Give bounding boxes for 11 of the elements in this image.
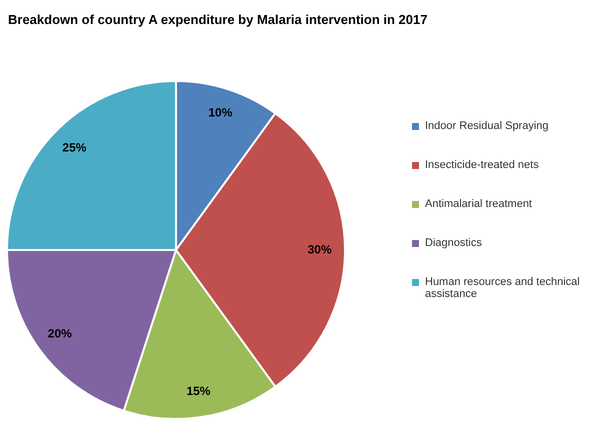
legend-label: Insecticide-treated nets xyxy=(425,159,539,171)
legend-label: Diagnostics xyxy=(425,237,482,249)
data-label: 10% xyxy=(208,106,233,120)
legend-label: Indoor Residual Spraying xyxy=(425,120,549,132)
data-label: 15% xyxy=(186,384,211,398)
data-label: 25% xyxy=(62,140,87,155)
legend-label: Human resources and technical assistance xyxy=(425,276,581,300)
data-label: 20% xyxy=(48,326,72,341)
data-label: 30% xyxy=(308,242,332,256)
chart-title: Breakdown of country A expenditure by Malaria intervention in 2017 xyxy=(8,12,428,27)
legend-label: Antimalarial treatment xyxy=(425,198,532,210)
